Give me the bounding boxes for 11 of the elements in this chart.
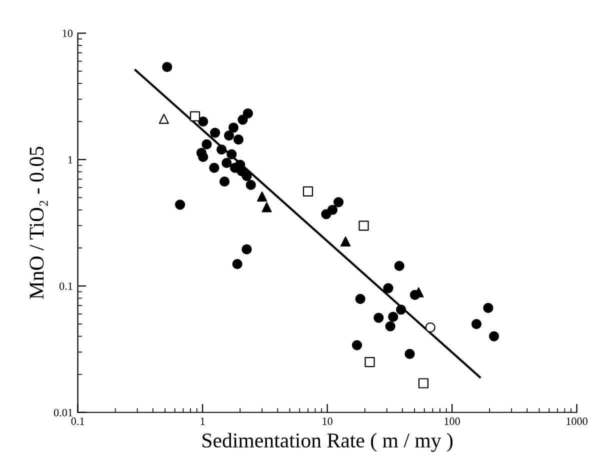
y-tick-label: 10 xyxy=(62,30,73,38)
y-tick-label: 1 xyxy=(68,156,72,164)
y-axis-title: MnO / TiO₂ - 0.05 xyxy=(30,146,48,300)
y-tick-label: 0.01 xyxy=(54,408,72,416)
x-axis-title: Sedimentation Rate ( m / my ) xyxy=(202,432,453,452)
x-tick-label: 1000 xyxy=(566,418,588,426)
x-tick-label: 0.1 xyxy=(71,418,84,426)
x-tick-label: 100 xyxy=(444,418,460,426)
x-tick-label: 10 xyxy=(322,418,332,426)
x-tick-label: 1 xyxy=(200,418,205,425)
y-tick-label: 0.1 xyxy=(59,282,72,290)
